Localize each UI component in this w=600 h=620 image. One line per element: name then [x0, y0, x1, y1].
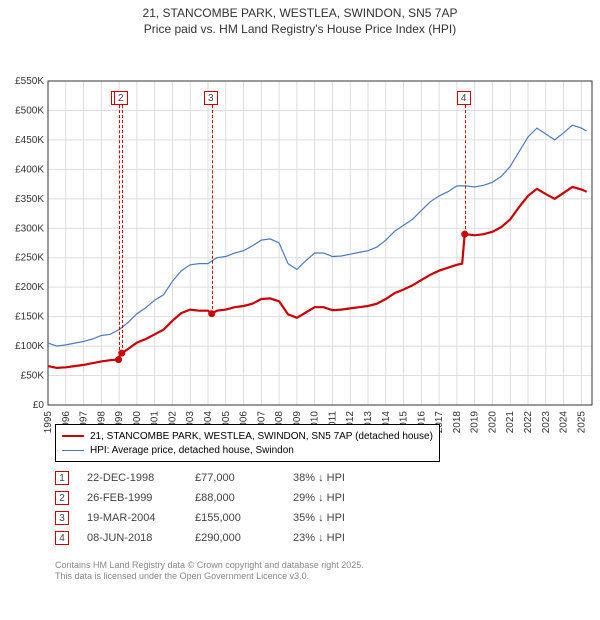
svg-text:£200K: £200K: [15, 282, 44, 293]
svg-text:2018: 2018: [452, 411, 463, 434]
transaction-diff: 38% ↓ HPI: [293, 472, 373, 484]
transaction-index: 3: [55, 511, 69, 525]
svg-text:£50K: £50K: [21, 371, 45, 382]
title-line-2: Price paid vs. HM Land Registry's House …: [0, 22, 600, 38]
svg-text:£500K: £500K: [15, 106, 44, 117]
transaction-date: 08-JUN-2018: [87, 532, 177, 544]
transaction-row: 2 26-FEB-1999 £88,000 29% ↓ HPI: [55, 488, 373, 508]
sale-marker-line: [212, 105, 213, 314]
legend-row: 21, STANCOMBE PARK, WESTLEA, SWINDON, SN…: [62, 429, 433, 443]
svg-text:1995: 1995: [43, 411, 54, 434]
chart-svg: £0 £50K £100K £150K £200K £250K £300K £350K £400…: [0, 37, 600, 453]
svg-text:£400K: £400K: [15, 165, 44, 176]
chart-area: £0 £50K £100K £150K £200K £250K £300K £350K £400…: [0, 37, 600, 453]
transaction-diff: 29% ↓ HPI: [293, 492, 373, 504]
svg-text:£350K: £350K: [15, 194, 44, 205]
svg-text:£550K: £550K: [15, 76, 44, 87]
transaction-index: 4: [55, 531, 69, 545]
footer-attribution: Contains HM Land Registry data © Crown c…: [55, 560, 364, 582]
sale-marker-label: 2: [114, 91, 128, 105]
sale-marker-line: [122, 105, 123, 353]
legend-swatch: [62, 450, 84, 451]
legend-label: HPI: Average price, detached house, Swin…: [90, 445, 294, 456]
legend-label: 21, STANCOMBE PARK, WESTLEA, SWINDON, SN…: [90, 431, 433, 442]
svg-text:2019: 2019: [470, 411, 481, 434]
series-hpi: [48, 125, 587, 346]
transaction-row: 3 19-MAR-2004 £155,000 35% ↓ HPI: [55, 508, 373, 528]
svg-text:£100K: £100K: [15, 341, 44, 352]
chart-title: 21, STANCOMBE PARK, WESTLEA, SWINDON, SN…: [0, 0, 600, 37]
title-line-1: 21, STANCOMBE PARK, WESTLEA, SWINDON, SN…: [0, 6, 600, 22]
legend-row: HPI: Average price, detached house, Swin…: [62, 443, 433, 457]
transaction-date: 26-FEB-1999: [87, 492, 177, 504]
svg-text:2022: 2022: [523, 411, 534, 434]
transaction-row: 4 08-JUN-2018 £290,000 23% ↓ HPI: [55, 528, 373, 548]
legend-swatch: [62, 435, 84, 437]
footer-line-1: Contains HM Land Registry data © Crown c…: [55, 560, 364, 571]
svg-text:£150K: £150K: [15, 312, 44, 323]
sale-marker-label: 4: [457, 91, 471, 105]
sale-marker-line: [465, 105, 466, 234]
series-price_paid: [48, 187, 587, 368]
sale-marker-label: 3: [204, 91, 218, 105]
svg-text:£0: £0: [33, 400, 45, 411]
svg-text:£250K: £250K: [15, 253, 44, 264]
transaction-price: £77,000: [195, 472, 275, 484]
transaction-index: 2: [55, 491, 69, 505]
transaction-date: 22-DEC-1998: [87, 472, 177, 484]
svg-text:2023: 2023: [541, 411, 552, 434]
transaction-index: 1: [55, 471, 69, 485]
svg-text:2025: 2025: [576, 411, 587, 434]
transaction-row: 1 22-DEC-1998 £77,000 38% ↓ HPI: [55, 468, 373, 488]
svg-text:£450K: £450K: [15, 135, 44, 146]
transaction-diff: 23% ↓ HPI: [293, 532, 373, 544]
footer-line-2: This data is licensed under the Open Gov…: [55, 571, 364, 582]
svg-text:2021: 2021: [505, 411, 516, 434]
transaction-price: £88,000: [195, 492, 275, 504]
transaction-price: £290,000: [195, 532, 275, 544]
svg-text:2020: 2020: [487, 411, 498, 434]
transactions-table: 1 22-DEC-1998 £77,000 38% ↓ HPI 2 26-FEB-1999…: [55, 468, 373, 548]
svg-text:2024: 2024: [559, 411, 570, 434]
transaction-diff: 35% ↓ HPI: [293, 512, 373, 524]
transaction-date: 19-MAR-2004: [87, 512, 177, 524]
transaction-price: £155,000: [195, 512, 275, 524]
svg-text:£300K: £300K: [15, 223, 44, 234]
legend: 21, STANCOMBE PARK, WESTLEA, SWINDON, SN…: [55, 424, 440, 462]
sale-marker-line: [119, 105, 120, 360]
